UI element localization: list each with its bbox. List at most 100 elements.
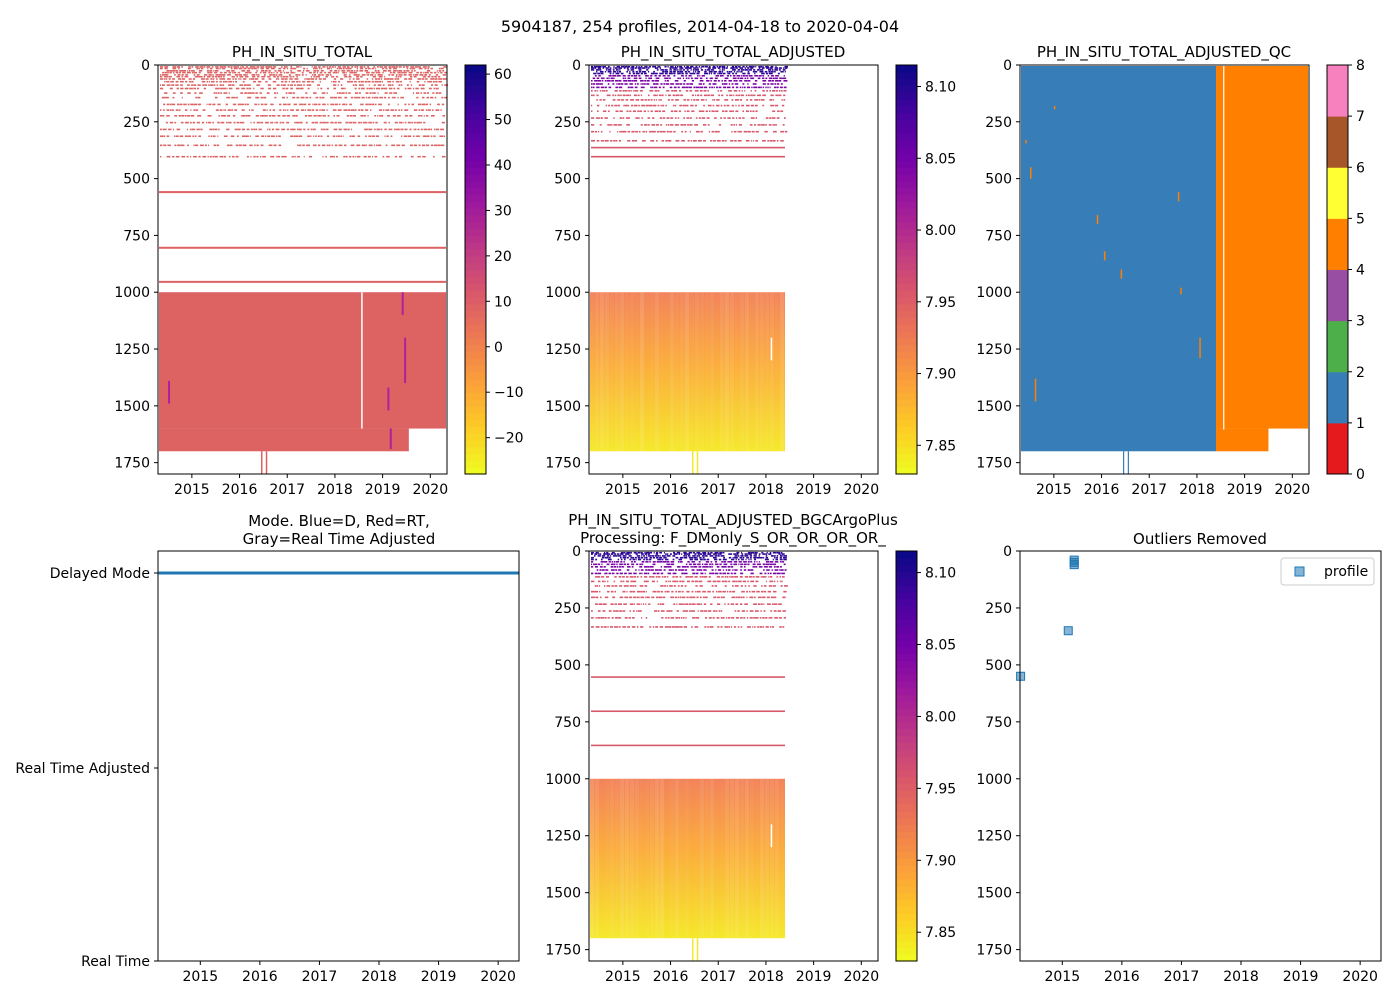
data-cell bbox=[647, 117, 651, 119]
data-cell bbox=[679, 69, 681, 71]
colorbar-segment bbox=[465, 399, 486, 407]
data-cell bbox=[181, 114, 185, 117]
data-cell bbox=[189, 87, 193, 90]
data-cell bbox=[728, 626, 731, 628]
data-cell bbox=[341, 92, 345, 94]
data-cell bbox=[421, 78, 425, 80]
data-cell bbox=[697, 74, 699, 77]
data-cell bbox=[783, 590, 787, 593]
data-cell bbox=[731, 104, 734, 107]
data-cell bbox=[718, 124, 722, 126]
data-cell bbox=[368, 87, 373, 90]
data-cell bbox=[172, 128, 175, 131]
data-cell bbox=[684, 67, 689, 69]
data-cell bbox=[770, 555, 774, 557]
data-cell bbox=[620, 83, 624, 85]
data-cell bbox=[160, 155, 162, 158]
data-cell bbox=[161, 84, 165, 86]
colorbar-segment bbox=[465, 85, 486, 93]
colorbar-segment bbox=[896, 844, 917, 853]
data-cell bbox=[338, 103, 341, 106]
data-cell bbox=[772, 551, 777, 554]
data-cell bbox=[596, 86, 600, 89]
data-cell bbox=[365, 96, 368, 99]
data-cell bbox=[710, 79, 712, 82]
colorbar-segment bbox=[896, 762, 917, 771]
data-cell bbox=[646, 551, 650, 554]
data-cell bbox=[592, 86, 595, 89]
data-cell bbox=[289, 78, 293, 80]
data-cell bbox=[388, 96, 390, 99]
data-cell bbox=[219, 66, 224, 68]
data-cell bbox=[388, 128, 391, 131]
data-cell bbox=[306, 80, 311, 83]
colorbar-segment bbox=[1327, 167, 1348, 219]
data-cell bbox=[620, 72, 624, 75]
data-cell bbox=[752, 576, 755, 578]
data-cell bbox=[253, 155, 256, 158]
data-cell bbox=[271, 114, 276, 117]
data-cell bbox=[733, 563, 738, 566]
data-cell bbox=[277, 155, 280, 158]
data-cell bbox=[398, 69, 403, 72]
data-cell bbox=[686, 83, 689, 85]
data-cell bbox=[601, 79, 604, 82]
data-cell bbox=[658, 74, 661, 77]
data-cell bbox=[341, 69, 346, 72]
data-cell bbox=[306, 78, 310, 80]
data-cell bbox=[698, 561, 701, 563]
data-cell bbox=[751, 130, 755, 133]
data-cell bbox=[758, 566, 763, 568]
data-cell bbox=[207, 121, 212, 124]
data-cell bbox=[706, 558, 710, 561]
data-cell bbox=[740, 94, 744, 97]
data-cell bbox=[606, 585, 611, 587]
data-cell bbox=[193, 84, 197, 86]
colorbar-segment bbox=[896, 126, 917, 134]
data-cell bbox=[731, 596, 736, 599]
data-cell bbox=[614, 104, 618, 107]
colorbar-segment bbox=[896, 412, 917, 421]
data-cell bbox=[620, 561, 623, 563]
colorbar-tick-label: 7.90 bbox=[925, 367, 956, 383]
data-texture bbox=[680, 779, 684, 938]
data-cell bbox=[769, 139, 773, 142]
x-tick-label: 2018 bbox=[1223, 969, 1259, 985]
colorbar-tick-label: 8.00 bbox=[925, 223, 956, 239]
data-cell bbox=[420, 114, 423, 117]
data-cell bbox=[717, 596, 720, 599]
data-cell bbox=[612, 69, 615, 71]
data-cell bbox=[185, 114, 187, 117]
data-cell bbox=[600, 558, 603, 561]
data-cell bbox=[653, 86, 655, 89]
data-cell bbox=[664, 77, 669, 80]
data-cell bbox=[320, 87, 323, 90]
data-cell bbox=[607, 83, 610, 85]
colorbar-segment bbox=[896, 344, 917, 352]
data-cell bbox=[703, 603, 707, 605]
data-cell bbox=[727, 117, 731, 119]
data-cell bbox=[627, 77, 631, 80]
data-cell bbox=[753, 86, 758, 89]
data-cell bbox=[592, 94, 595, 97]
data-cell bbox=[664, 65, 667, 68]
data-cell bbox=[651, 124, 656, 126]
data-cell bbox=[673, 551, 676, 554]
data-cell bbox=[349, 135, 352, 138]
data-cell bbox=[673, 70, 676, 73]
data-cell bbox=[648, 555, 651, 557]
colorbar-segment bbox=[896, 899, 917, 907]
data-cell bbox=[176, 128, 181, 131]
data-cell bbox=[750, 139, 752, 142]
data-cell bbox=[757, 124, 761, 126]
data-cell bbox=[246, 74, 248, 76]
data-cell bbox=[716, 617, 720, 619]
data-cell bbox=[210, 78, 213, 80]
data-cell bbox=[775, 79, 779, 82]
data-texture bbox=[780, 292, 784, 452]
data-cell bbox=[594, 65, 598, 68]
data-cell bbox=[331, 75, 335, 78]
y-tick-label: 1250 bbox=[976, 342, 1012, 358]
data-cell bbox=[731, 558, 735, 561]
data-cell bbox=[641, 104, 646, 107]
